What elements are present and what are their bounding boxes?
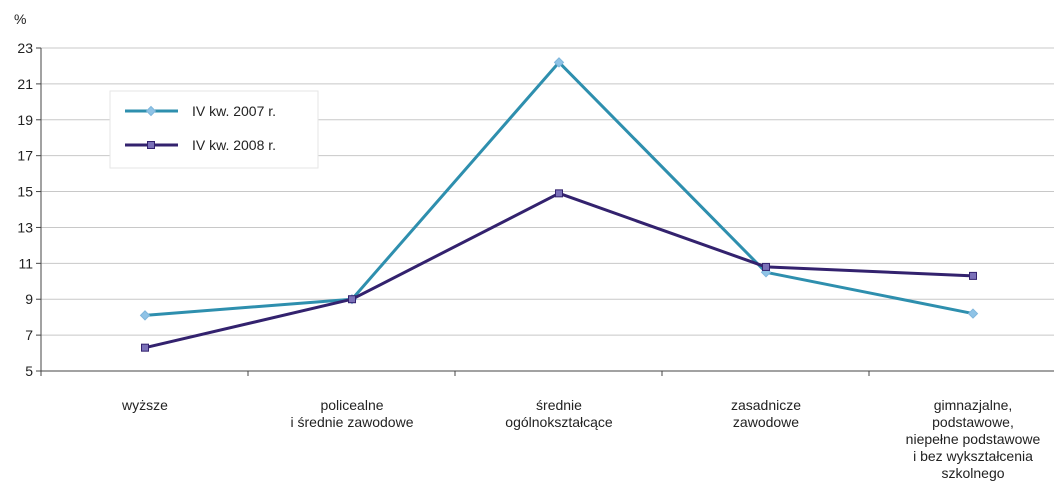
series-2 xyxy=(141,189,977,352)
x-category-label-line: gimnazjalne, xyxy=(934,397,1013,413)
data-point-diamond xyxy=(145,105,157,117)
y-tick-label: 5 xyxy=(25,363,33,379)
x-category-label-line: podstawowe, xyxy=(932,414,1014,430)
x-category-label-line: policealne xyxy=(320,397,383,413)
y-unit-label: % xyxy=(14,11,26,27)
x-category-label: wyższe xyxy=(121,397,168,413)
data-series xyxy=(139,57,979,352)
y-tick-label: 11 xyxy=(18,255,33,271)
x-category-label-line: wyższe xyxy=(121,397,168,413)
y-tick-label: 19 xyxy=(17,112,33,128)
legend-label: IV kw. 2007 r. xyxy=(192,103,276,119)
x-category-label-line: zawodowe xyxy=(733,414,799,430)
x-category-label-line: i średnie zawodowe xyxy=(291,414,414,430)
axes xyxy=(36,47,1054,376)
y-tick-label: 9 xyxy=(25,291,33,307)
y-tick-label: 21 xyxy=(17,76,33,92)
series-line xyxy=(144,191,974,350)
y-tick-label: 13 xyxy=(17,219,33,235)
data-point-diamond xyxy=(553,57,565,68)
legend-label: IV kw. 2008 r. xyxy=(192,137,276,153)
y-tick-label: 17 xyxy=(17,148,33,164)
data-point-square xyxy=(348,295,356,304)
legend-entry: IV kw. 2007 r. xyxy=(125,103,276,119)
data-point-diamond xyxy=(139,310,151,321)
data-point-square xyxy=(555,189,563,198)
y-tick-label: 15 xyxy=(17,184,33,200)
x-category-label-line: średnie xyxy=(536,397,582,413)
data-point-square xyxy=(147,141,155,149)
y-tick-label: 7 xyxy=(25,327,33,343)
x-category-label: zasadnicze zawodowe xyxy=(731,397,801,430)
legend-box xyxy=(109,90,319,169)
legend-entry: IV kw. 2008 r. xyxy=(125,137,276,153)
data-point-square xyxy=(141,343,149,352)
x-category-label-line: szkolnego xyxy=(941,465,1004,481)
x-category-label: średnie ogólnokształcące xyxy=(505,397,613,430)
data-point-square xyxy=(762,262,770,271)
x-category-label-line: zasadnicze xyxy=(731,397,801,413)
x-category-labels: wyższe policealne i średnie zawodowe średni… xyxy=(121,397,1040,481)
x-category-label-line: ogólnokształcące xyxy=(505,414,613,430)
y-tick-label: 23 xyxy=(17,40,33,56)
x-category-label-line: i bez wykształcenia xyxy=(913,448,1033,464)
x-category-label-line: niepełne podstawowe xyxy=(906,431,1041,447)
y-tick-labels: 5 7 9 11 13 15 17 19 21 23 xyxy=(17,40,33,379)
x-category-label: policealne i średnie zawodowe xyxy=(291,397,414,430)
x-category-label: gimnazjalne, podstawowe, niepełne podstawo… xyxy=(906,397,1041,481)
data-point-square xyxy=(969,271,977,280)
data-point-diamond xyxy=(967,308,979,319)
legend: IV kw. 2007 r. IV kw. 2008 r. xyxy=(109,90,319,169)
